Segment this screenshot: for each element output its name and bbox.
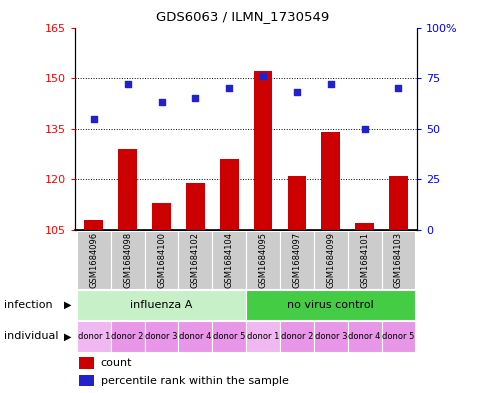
Bar: [219, 159, 238, 230]
Bar: [212, 231, 245, 289]
Bar: [381, 321, 415, 352]
Bar: [212, 321, 245, 352]
Bar: [84, 220, 103, 230]
Point: [394, 85, 402, 92]
Bar: [347, 321, 381, 352]
Text: count: count: [101, 358, 132, 368]
Bar: [144, 231, 178, 289]
Text: GSM1684104: GSM1684104: [224, 232, 233, 288]
Text: no virus control: no virus control: [287, 300, 373, 310]
Text: donor 4: donor 4: [179, 332, 211, 341]
Text: donor 5: donor 5: [381, 332, 414, 341]
Bar: [78, 357, 94, 369]
Text: GSM1684100: GSM1684100: [157, 232, 166, 288]
Bar: [355, 223, 373, 230]
Text: GSM1684098: GSM1684098: [123, 232, 132, 288]
Bar: [245, 290, 415, 320]
Text: donor 1: donor 1: [246, 332, 279, 341]
Point: [157, 99, 165, 106]
Bar: [186, 183, 204, 230]
Bar: [321, 132, 339, 230]
Bar: [279, 321, 313, 352]
Text: donor 1: donor 1: [77, 332, 110, 341]
Bar: [110, 231, 144, 289]
Point: [326, 81, 334, 87]
Bar: [76, 290, 245, 320]
Text: GSM1684099: GSM1684099: [326, 232, 334, 288]
Text: GSM1684103: GSM1684103: [393, 232, 402, 288]
Text: donor 4: donor 4: [348, 332, 380, 341]
Bar: [388, 176, 407, 230]
Text: donor 2: donor 2: [280, 332, 313, 341]
Point: [123, 81, 131, 87]
Text: individual: individual: [4, 331, 58, 342]
Text: GSM1684101: GSM1684101: [360, 232, 368, 288]
Text: GSM1684102: GSM1684102: [191, 232, 199, 288]
Text: influenza A: influenza A: [130, 300, 192, 310]
Bar: [178, 321, 212, 352]
Point: [90, 116, 97, 122]
Bar: [279, 231, 313, 289]
Point: [360, 125, 368, 132]
Text: donor 5: donor 5: [212, 332, 245, 341]
Bar: [144, 321, 178, 352]
Text: GDS6063 / ILMN_1730549: GDS6063 / ILMN_1730549: [155, 10, 329, 23]
Bar: [178, 231, 212, 289]
Bar: [78, 375, 94, 386]
Text: donor 3: donor 3: [314, 332, 347, 341]
Bar: [381, 231, 415, 289]
Bar: [313, 321, 347, 352]
Text: ▶: ▶: [64, 331, 72, 342]
Text: GSM1684095: GSM1684095: [258, 232, 267, 288]
Bar: [110, 321, 144, 352]
Point: [258, 73, 266, 79]
Text: percentile rank within the sample: percentile rank within the sample: [101, 376, 288, 386]
Bar: [245, 321, 279, 352]
Bar: [253, 72, 272, 230]
Point: [225, 85, 233, 92]
Text: infection: infection: [4, 300, 52, 310]
Text: GSM1684096: GSM1684096: [89, 232, 98, 288]
Bar: [313, 231, 347, 289]
Text: donor 3: donor 3: [145, 332, 178, 341]
Bar: [347, 231, 381, 289]
Bar: [76, 321, 110, 352]
Bar: [118, 149, 136, 230]
Text: ▶: ▶: [64, 300, 72, 310]
Point: [292, 89, 300, 95]
Bar: [76, 231, 110, 289]
Bar: [287, 176, 305, 230]
Text: donor 2: donor 2: [111, 332, 144, 341]
Point: [191, 95, 199, 101]
Bar: [152, 203, 170, 230]
Text: GSM1684097: GSM1684097: [292, 232, 301, 288]
Bar: [245, 231, 279, 289]
